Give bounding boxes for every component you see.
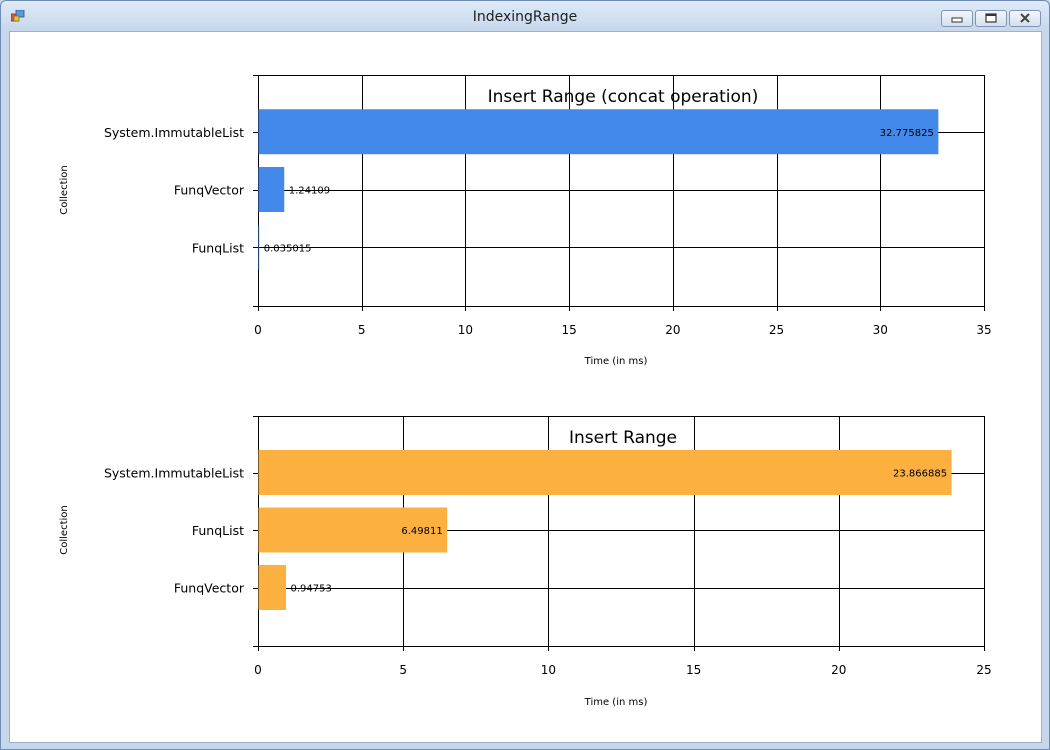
category-label: System.ImmutableList xyxy=(104,125,244,140)
data-label: 1.24109 xyxy=(289,186,330,197)
charts-canvas: 32.775825 1.24109 0.035015 System.Immutable… xyxy=(59,75,992,708)
window-title: IndexingRange xyxy=(472,9,578,25)
chart-panel: 32.775825 1.24109 0.035015 System.Immutable… xyxy=(9,31,1042,743)
x-tick-label: 10 xyxy=(458,323,473,337)
category-label: FunqList xyxy=(192,523,244,538)
chart-1: 32.775825 1.24109 0.035015 System.Immutable… xyxy=(59,75,992,367)
bar xyxy=(258,167,285,212)
data-label: 0.94753 xyxy=(291,584,332,595)
title-bar[interactable]: IndexingRange xyxy=(1,1,1049,31)
x-tick-label: 15 xyxy=(562,323,577,337)
data-label: 32.775825 xyxy=(880,128,934,139)
category-label: FunqList xyxy=(192,240,244,255)
x-tick-label: 15 xyxy=(686,663,701,677)
x-tick-label: 30 xyxy=(873,323,888,337)
bar xyxy=(258,565,287,610)
y-axis-label: Collection xyxy=(59,165,70,214)
x-tick-label: 5 xyxy=(399,663,407,677)
data-label: 6.49811 xyxy=(401,526,442,537)
x-tick-label: 0 xyxy=(254,663,262,677)
bar xyxy=(258,450,952,495)
bar xyxy=(258,224,260,270)
chart-title: Insert Range xyxy=(569,428,677,448)
x-tick-label: 10 xyxy=(541,663,556,677)
close-icon xyxy=(1020,13,1030,23)
data-label: 0.035015 xyxy=(264,243,312,254)
bar xyxy=(258,507,448,553)
minimize-button[interactable] xyxy=(941,10,973,27)
x-tick-label: 25 xyxy=(976,663,991,677)
x-axis-label: Time (in ms) xyxy=(584,697,648,708)
x-tick-label: 35 xyxy=(976,323,991,337)
x-axis-label: Time (in ms) xyxy=(584,356,648,367)
bar xyxy=(258,109,939,155)
minimize-icon xyxy=(951,17,963,23)
app-icon xyxy=(11,10,25,22)
chart-2: 23.866885 6.49811 0.94753 System.ImmutableL… xyxy=(59,416,992,708)
maximize-icon xyxy=(985,13,997,23)
data-label: 23.866885 xyxy=(893,469,947,480)
category-label: FunqVector xyxy=(174,581,245,596)
x-tick-label: 5 xyxy=(358,323,366,337)
y-axis-label: Collection xyxy=(59,505,70,554)
x-tick-label: 20 xyxy=(665,323,680,337)
x-tick-label: 25 xyxy=(769,323,784,337)
category-label: FunqVector xyxy=(174,183,245,198)
maximize-button[interactable] xyxy=(975,10,1007,27)
category-label: System.ImmutableList xyxy=(104,466,244,481)
chart-title: Insert Range (concat operation) xyxy=(488,87,759,107)
close-button[interactable] xyxy=(1009,10,1041,27)
x-tick-label: 0 xyxy=(254,323,262,337)
x-tick-label: 20 xyxy=(831,663,846,677)
